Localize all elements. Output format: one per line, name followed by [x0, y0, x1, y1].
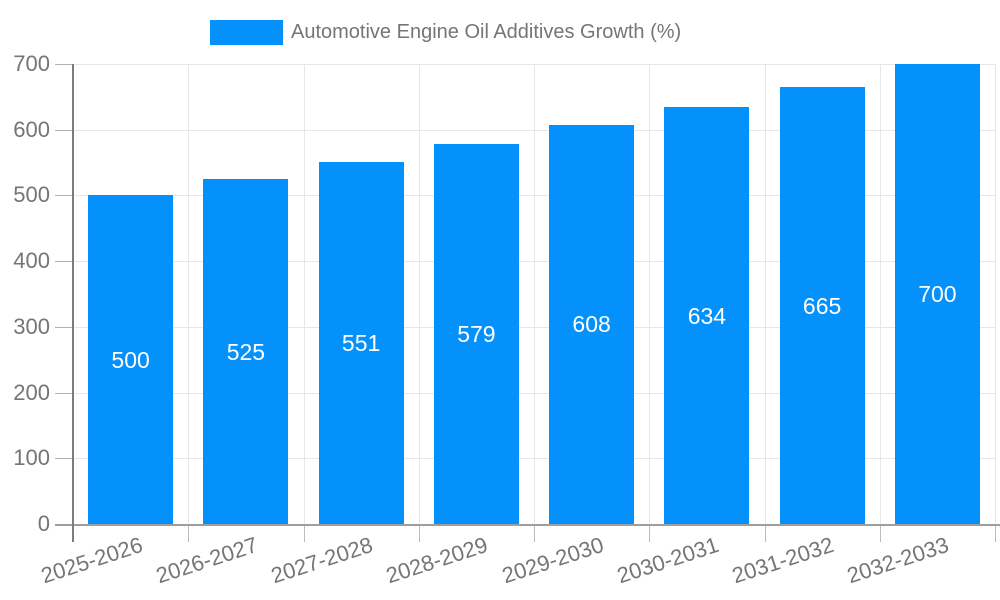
v-gridline: [995, 64, 996, 524]
v-gridline: [418, 64, 420, 524]
bar[interactable]: [318, 161, 404, 524]
bar[interactable]: [664, 107, 750, 524]
y-axis-tick: [55, 261, 72, 263]
x-axis-tick: [188, 526, 190, 542]
x-axis-tick: [418, 526, 420, 542]
x-axis-tick: [534, 526, 535, 542]
v-gridline: [649, 64, 651, 524]
v-gridline: [188, 64, 190, 524]
y-tick-label: 100: [13, 445, 50, 471]
x-axis-tick: [995, 526, 996, 542]
v-gridline: [534, 64, 535, 524]
x-axis-tick: [303, 526, 305, 542]
y-tick-label: 0: [37, 511, 50, 536]
x-axis-tick: [764, 526, 766, 542]
bar[interactable]: [549, 124, 635, 524]
bar-value-label: 579: [457, 320, 496, 347]
y-tick-label: 300: [13, 313, 50, 339]
y-tick-label: 700: [13, 51, 50, 76]
y-tick-label: 500: [13, 182, 50, 208]
x-tick-label: 2028-2029: [383, 532, 492, 589]
y-axis-tick: [55, 195, 72, 197]
x-axis-line: [55, 524, 1000, 526]
bar[interactable]: [779, 87, 865, 524]
y-axis-tick: [55, 326, 72, 328]
x-tick-label: 2027-2028: [268, 532, 376, 589]
v-gridline: [764, 64, 766, 524]
bar-value-label: 700: [918, 281, 957, 307]
x-tick-label: 2032-2033: [844, 532, 953, 589]
bar-value-label: 525: [226, 338, 266, 365]
bar[interactable]: [894, 64, 980, 524]
x-axis-tick: [649, 526, 651, 542]
x-tick-label: 2031-2032: [729, 532, 837, 589]
x-tick-label: 2025-2026: [37, 532, 146, 589]
y-axis-tick: [55, 129, 72, 131]
y-axis-line: [72, 64, 74, 542]
legend-label: Automotive Engine Oil Additives Growth (…: [291, 21, 682, 43]
bar-value-label: 608: [572, 311, 611, 338]
y-tick-label: 400: [13, 248, 50, 274]
bar[interactable]: [433, 143, 519, 524]
chart-legend: Automotive Engine Oil Additives Growth (…: [210, 20, 681, 45]
bar-value-label: 500: [111, 346, 150, 373]
bar-value-label: 551: [341, 330, 381, 356]
x-tick-label: 2030-2031: [613, 532, 722, 589]
x-tick-label: 2026-2027: [152, 532, 261, 589]
bar[interactable]: [203, 179, 289, 524]
bar-value-label: 634: [687, 302, 727, 329]
bar[interactable]: [88, 195, 174, 524]
legend-swatch-icon: [210, 20, 283, 45]
y-tick-label: 600: [13, 116, 50, 142]
y-axis-tick: [55, 64, 72, 65]
x-axis-tick: [879, 526, 881, 542]
x-tick-label: 2029-2030: [498, 532, 607, 589]
v-gridline: [303, 64, 305, 524]
y-axis-tick: [55, 458, 72, 460]
v-gridline: [879, 64, 881, 524]
bar-value-label: 665: [802, 292, 842, 319]
y-tick-label: 200: [13, 379, 50, 405]
y-axis-tick: [55, 392, 72, 394]
